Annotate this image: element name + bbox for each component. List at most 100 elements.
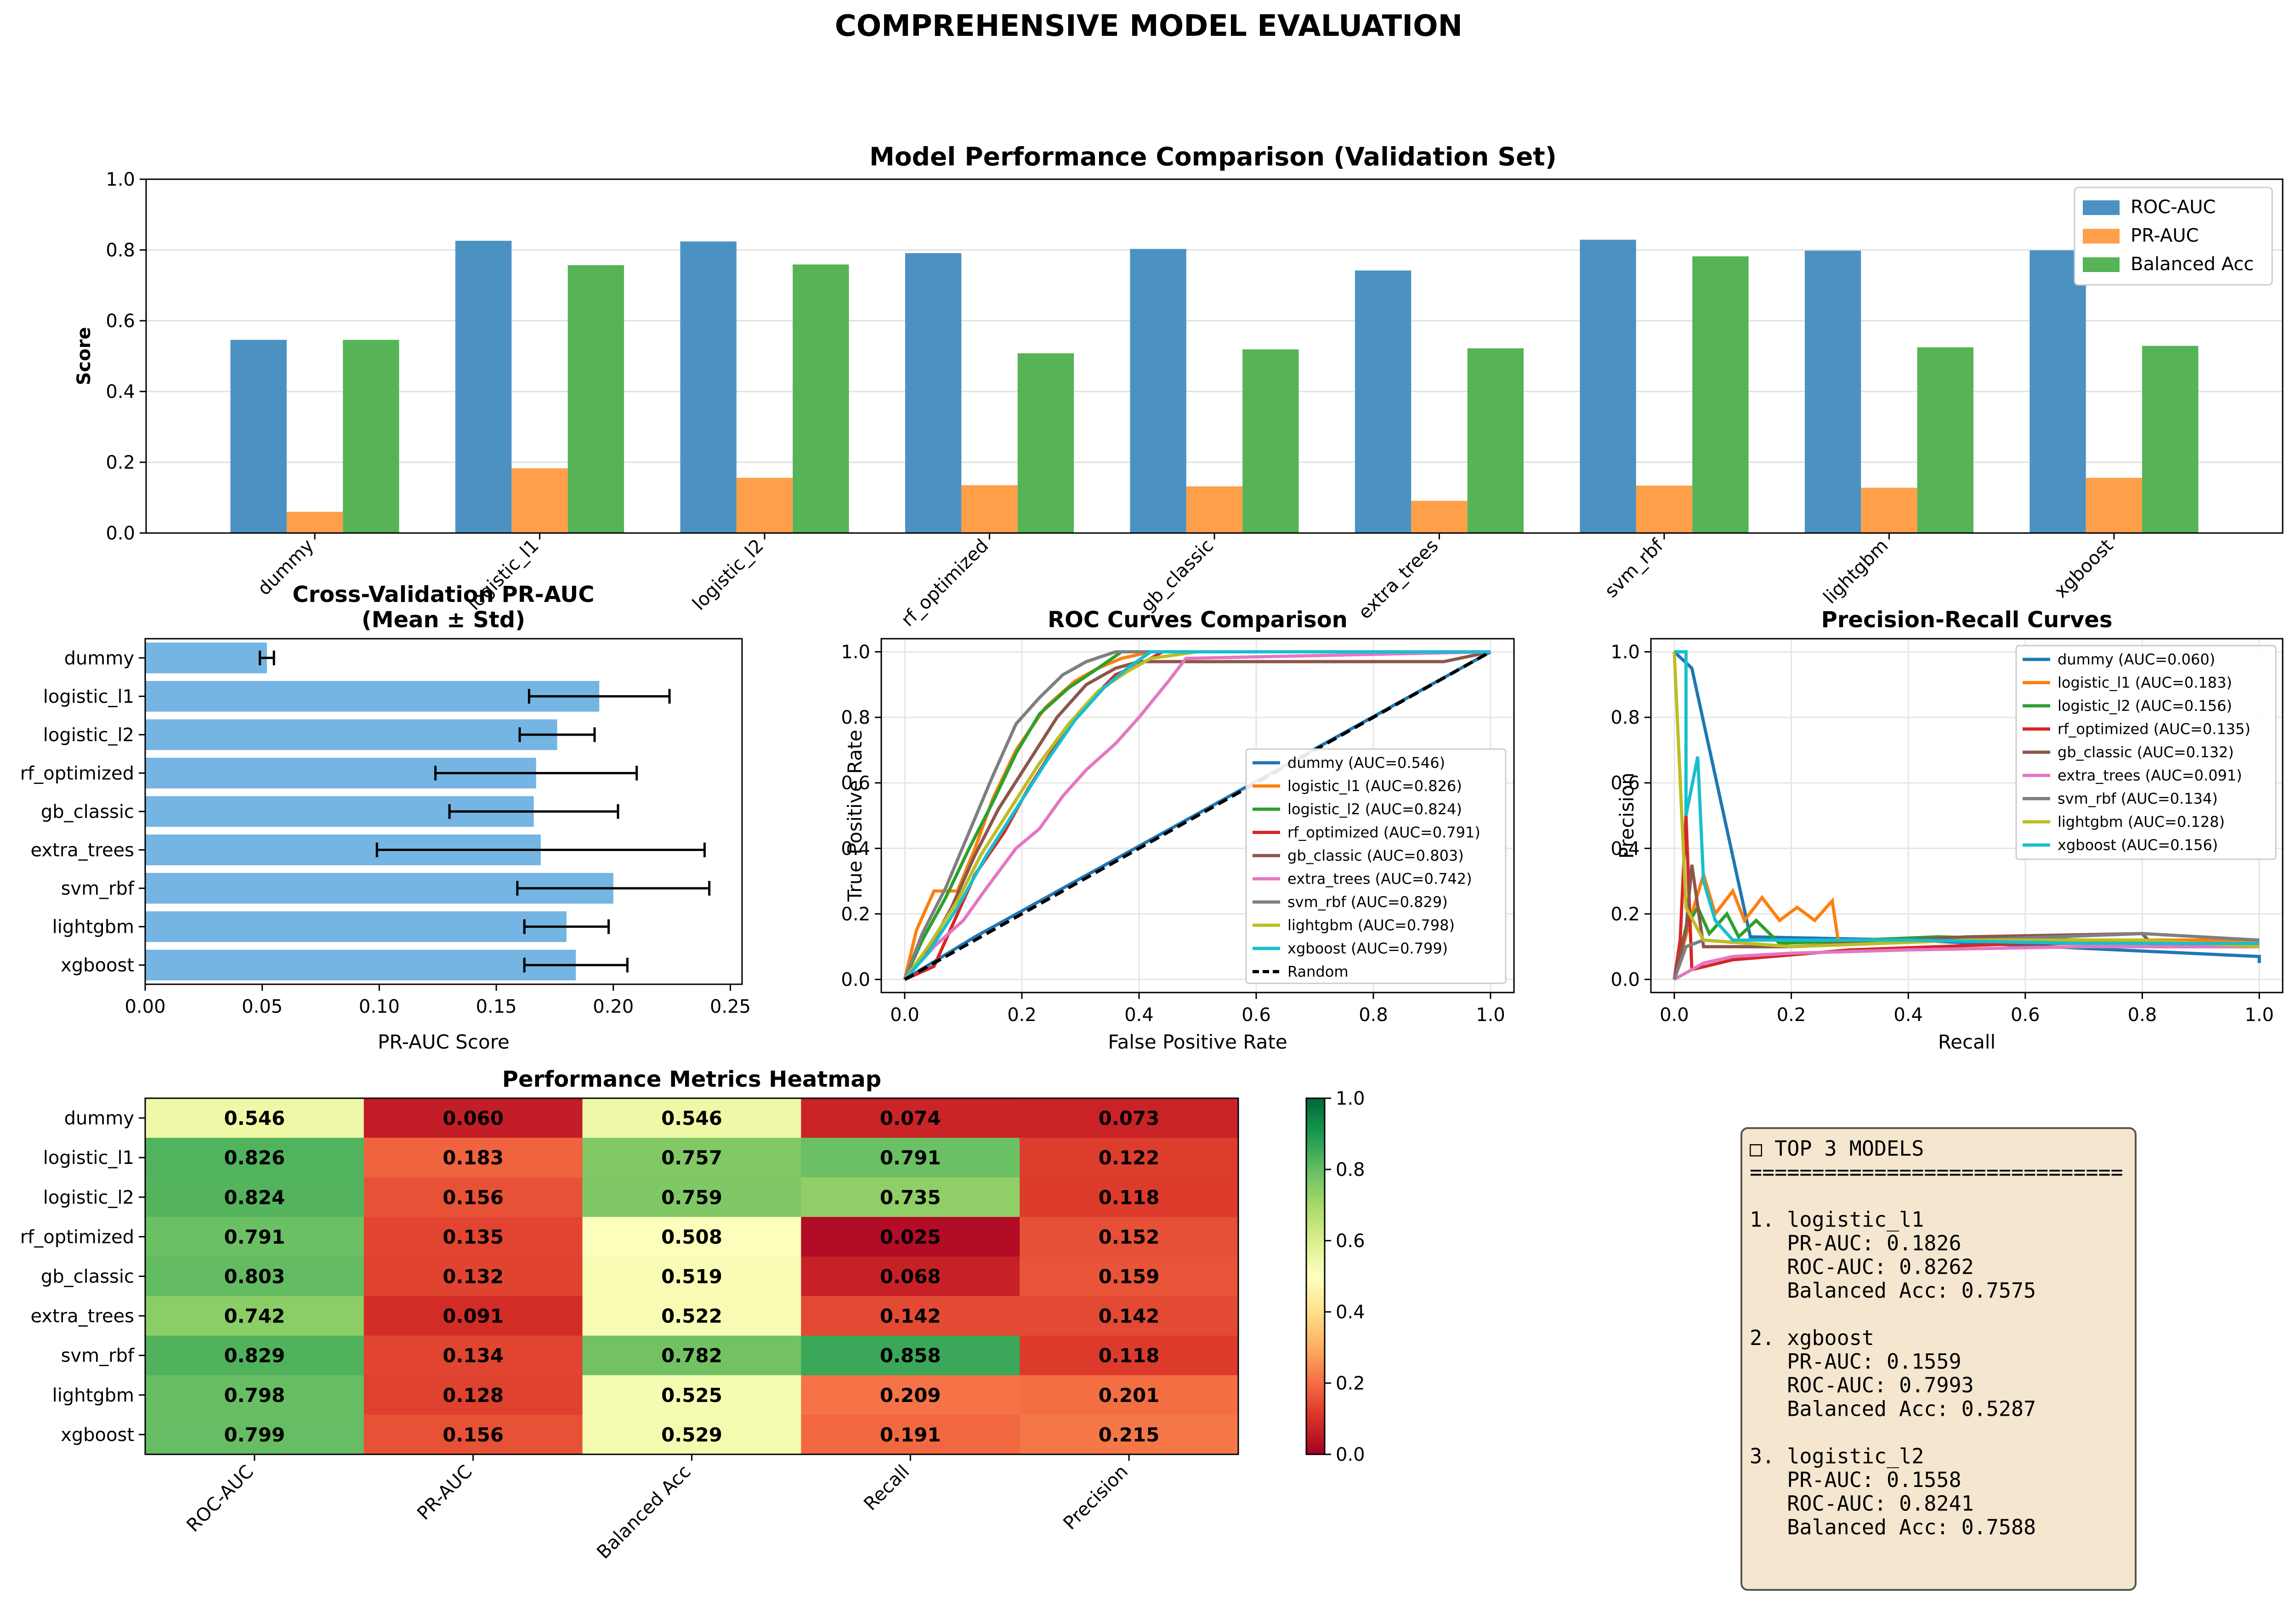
- heatmap-cell-label: 0.829: [224, 1345, 285, 1367]
- bar-extra_trees-1: [1355, 270, 1412, 533]
- bar-dummy-1: [230, 340, 287, 533]
- bar-gb_classic-1: [1130, 249, 1186, 533]
- roc-legend-label: logistic_l1 (AUC=0.826): [1287, 777, 1462, 795]
- bar-ytick-label: 0.2: [106, 452, 135, 473]
- cv-xtick-label: 0.20: [593, 996, 634, 1017]
- cv-xtick-label: 0.00: [125, 996, 165, 1017]
- top-models-line: Balanced Acc: 0.5287: [1750, 1397, 2036, 1421]
- top-models-line: 3. logistic_l2: [1750, 1444, 1924, 1469]
- roc-legend-label: svm_rbf (AUC=0.829): [1287, 893, 1448, 911]
- cv-ytick-label: lightgbm: [52, 917, 134, 938]
- roc-legend-label: rf_optimized (AUC=0.791): [1287, 824, 1480, 841]
- pr-ylabel: Precision: [1616, 772, 1638, 858]
- pr-ytick-label: 1.0: [1610, 642, 1640, 663]
- heatmap-cell: [363, 1138, 583, 1178]
- roc-xtick-label: 0.0: [890, 1004, 919, 1026]
- heatmap-cell-label: 0.759: [661, 1186, 722, 1209]
- top-models-line: PR-AUC: 0.1826: [1750, 1231, 1962, 1255]
- bar-ytick-label: 0.8: [106, 240, 135, 261]
- top-models-line: PR-AUC: 0.1559: [1750, 1350, 1962, 1374]
- bar-logistic_l2-3: [793, 264, 849, 533]
- top-models-textbox: □ TOP 3 MODELS==========================…: [1740, 1127, 2137, 1591]
- heatmap-cell-label: 0.735: [880, 1186, 941, 1209]
- heatmap-cell: [145, 1256, 364, 1297]
- heatmap-cell-label: 0.091: [442, 1305, 504, 1328]
- heatmap-cell-label: 0.183: [442, 1146, 504, 1169]
- bar-dummy-2: [286, 511, 343, 533]
- heatmap-cell-label: 0.742: [224, 1305, 285, 1328]
- heatmap-cell: [145, 1296, 364, 1336]
- pr-line-dummy: [1673, 650, 2261, 963]
- heatmap-cell: [363, 1375, 583, 1415]
- roc-legend-label: gb_classic (AUC=0.803): [1287, 847, 1464, 864]
- heatmap-cell: [801, 1335, 1020, 1376]
- heatmap-title: Performance Metrics Heatmap: [502, 1067, 881, 1092]
- pr-xtick-label: 0.2: [1777, 1004, 1806, 1026]
- top-models-box: [1740, 1127, 2137, 1591]
- cv-xtick-label: 0.10: [359, 996, 400, 1017]
- roc-line-extra_trees: [903, 650, 1491, 981]
- roc-ytick-label: 0.0: [841, 969, 870, 990]
- pr-ytick-label: 0.2: [1610, 904, 1640, 925]
- heatmap-cell: [582, 1177, 801, 1217]
- heatmap-cell: [801, 1138, 1020, 1178]
- heatmap-cell: [363, 1335, 583, 1376]
- heatmap-cell: [363, 1414, 583, 1455]
- top-models-line: ROC-AUC: 0.8241: [1750, 1492, 1974, 1516]
- heatmap-cell-label: 0.152: [1099, 1226, 1160, 1248]
- top-models-line: Balanced Acc: 0.7575: [1750, 1278, 2036, 1303]
- bar-xgboost-1: [2030, 250, 2086, 533]
- heatmap-cell-label: 0.791: [224, 1226, 285, 1248]
- heatmap-cell: [1020, 1296, 1239, 1336]
- roc-ylabel: True Positive Rate: [844, 730, 866, 902]
- roc-ytick-label: 0.2: [841, 904, 870, 925]
- heatmap-cell-label: 0.156: [442, 1424, 504, 1446]
- bar-legend: [2074, 187, 2273, 286]
- heatmap-cell-label: 0.782: [661, 1345, 722, 1367]
- heatmap-cell-label: 0.798: [224, 1384, 285, 1407]
- bar-title: Model Performance Comparison (Validation…: [869, 142, 1557, 171]
- colorbar-tick-label: 0.2: [1336, 1373, 1365, 1394]
- bar-ytick-label: 0.0: [106, 523, 135, 544]
- heatmap-cell: [363, 1177, 583, 1217]
- heatmap-cell: [801, 1217, 1020, 1257]
- heatmap-row-label: dummy: [64, 1108, 134, 1129]
- cv-bar-dummy: [145, 642, 267, 674]
- heatmap-row-label: svm_rbf: [61, 1345, 135, 1367]
- cv-frame: [144, 638, 743, 985]
- heatmap-cell: [363, 1256, 583, 1297]
- top-models-line: 1. logistic_l1: [1750, 1208, 1924, 1232]
- pr-legend-label: dummy (AUC=0.060): [2058, 651, 2215, 668]
- heatmap-cell: [1020, 1335, 1239, 1376]
- pr-xtick-label: 0.4: [1893, 1004, 1923, 1026]
- pr-line-lightgbm: [1672, 652, 2260, 948]
- roc-frame: [880, 638, 1515, 993]
- heatmap-cell: [582, 1375, 801, 1415]
- heatmap-cell: [145, 1177, 364, 1217]
- roc-line-xgboost: [903, 650, 1491, 981]
- heatmap-cell-label: 0.791: [880, 1146, 941, 1169]
- cv-bar-xgboost: [145, 949, 576, 981]
- heatmap-cell: [363, 1296, 583, 1336]
- heatmap-cell-label: 0.529: [661, 1424, 722, 1446]
- heatmap-cell: [582, 1414, 801, 1455]
- roc-line-logistic_l2: [903, 650, 1491, 980]
- cv-xtick-label: 0.15: [476, 996, 517, 1017]
- bar-extra_trees-3: [1467, 348, 1524, 533]
- roc-legend-label: xgboost (AUC=0.799): [1287, 940, 1448, 957]
- cv-ytick-label: xgboost: [61, 955, 134, 976]
- heatmap-cell-label: 0.508: [661, 1226, 722, 1248]
- pr-xtick-label: 0.0: [1660, 1004, 1689, 1026]
- bar-legend-label: ROC-AUC: [2131, 197, 2216, 218]
- heatmap-cell-label: 0.546: [224, 1107, 285, 1129]
- heatmap-cell: [363, 1217, 583, 1257]
- bar-lightgbm-1: [1804, 250, 1861, 533]
- cv-ytick-label: dummy: [64, 648, 134, 669]
- bar-logistic_l1-3: [567, 265, 624, 533]
- heatmap-cell-label: 0.128: [442, 1384, 504, 1407]
- precision-recall-chart: 0.0 0.0 0.2 0.2 0.4 0.4 0.6 0.6 0.8 0.8 1.0 1.0 Prec…: [1610, 607, 2284, 1053]
- figure-title: COMPREHENSIVE MODEL EVALUATION: [835, 9, 1463, 43]
- heatmap-cell: [145, 1138, 364, 1178]
- heatmap-cell-label: 0.519: [661, 1265, 722, 1288]
